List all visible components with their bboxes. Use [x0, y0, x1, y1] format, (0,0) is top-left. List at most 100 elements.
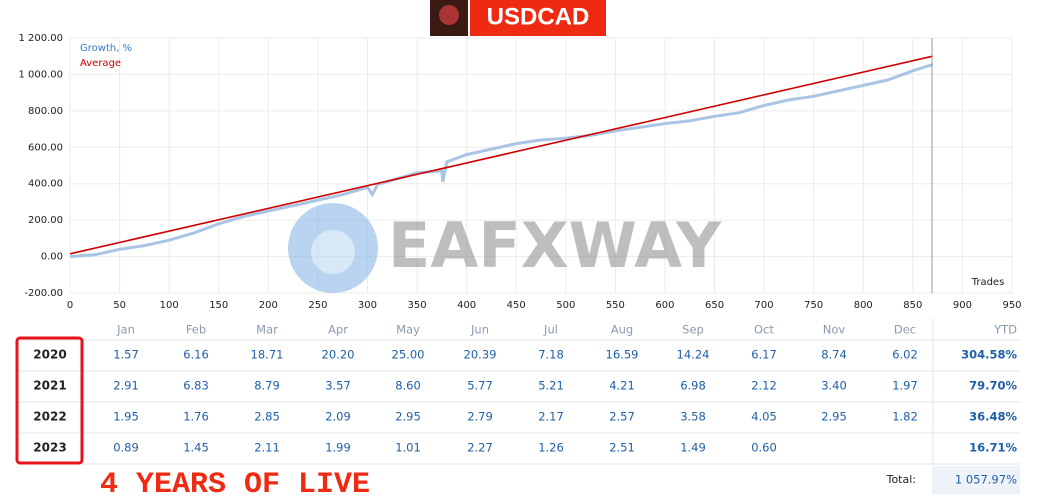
- month-cell: 4.05: [751, 410, 777, 424]
- x-tick-label: 950: [1002, 300, 1021, 311]
- month-cell: 2.51: [609, 441, 635, 455]
- month-cell: 1.49: [680, 441, 706, 455]
- x-tick-label: 900: [953, 300, 972, 311]
- x-tick-label: 500: [556, 300, 575, 311]
- month-cell: 3.57: [325, 379, 351, 393]
- x-tick-label: 850: [903, 300, 922, 311]
- month-cell: 16.59: [606, 348, 639, 362]
- x-tick-label: 750: [804, 300, 823, 311]
- month-header: Oct: [754, 323, 774, 337]
- month-cell: 6.02: [892, 348, 918, 362]
- month-cell: 2.09: [325, 410, 351, 424]
- y-tick-label: 600.00: [28, 142, 63, 153]
- month-header: Aug: [611, 323, 633, 337]
- month-cell: 1.76: [183, 410, 209, 424]
- month-cell: 6.98: [680, 379, 706, 393]
- total-cell: [933, 466, 1020, 494]
- x-tick-label: 300: [358, 300, 377, 311]
- x-tick-label: 150: [209, 300, 228, 311]
- ytd-cell: 79.70%: [969, 379, 1017, 393]
- x-axis-label: Trades: [971, 277, 1005, 288]
- month-cell: 1.82: [892, 410, 918, 424]
- month-cell: 8.74: [821, 348, 847, 362]
- watermark: EAFXWAY: [288, 203, 722, 293]
- month-header: Feb: [186, 323, 206, 337]
- month-cell: 6.83: [183, 379, 209, 393]
- ytd-cell: 36.48%: [969, 410, 1017, 424]
- month-cell: 1.01: [395, 441, 421, 455]
- month-cell: 2.91: [113, 379, 139, 393]
- month-header: Sep: [682, 323, 704, 337]
- month-cell: 2.17: [538, 410, 564, 424]
- month-cell: 14.24: [677, 348, 710, 362]
- month-cell: 3.40: [821, 379, 847, 393]
- watermark-text: EAFXWAY: [388, 209, 722, 282]
- month-cell: 1.26: [538, 441, 564, 455]
- month-cell: 8.60: [395, 379, 421, 393]
- month-cell: 7.18: [538, 348, 564, 362]
- month-header: Mar: [256, 323, 278, 337]
- month-cell: 1.57: [113, 348, 139, 362]
- month-cell: 3.58: [680, 410, 706, 424]
- month-cell: 2.57: [609, 410, 635, 424]
- x-tick-label: 600: [655, 300, 674, 311]
- month-header: Jun: [470, 323, 489, 337]
- ytd-cell: 304.58%: [961, 348, 1017, 362]
- x-tick-label: 100: [160, 300, 179, 311]
- y-tick-label: 0.00: [41, 252, 63, 263]
- ytd-header: YTD: [993, 323, 1017, 337]
- month-header: Dec: [894, 323, 916, 337]
- year-cell: 2022: [33, 410, 66, 424]
- month-cell: 2.85: [254, 410, 280, 424]
- x-tick-label: 0: [67, 300, 73, 311]
- month-cell: 5.21: [538, 379, 564, 393]
- legend-entry: Average: [80, 58, 121, 69]
- x-tick-label: 200: [259, 300, 278, 311]
- year-cell: 2021: [33, 379, 66, 393]
- month-header: May: [396, 323, 420, 337]
- month-cell: 0.89: [113, 441, 139, 455]
- banner: [470, 0, 606, 36]
- y-tick-label: 800.00: [28, 106, 63, 117]
- month-cell: 2.79: [467, 410, 493, 424]
- legend-entry: Growth, %: [80, 43, 132, 54]
- y-tick-label: 1 200.00: [18, 33, 63, 44]
- month-cell: 1.95: [113, 410, 139, 424]
- x-tick-label: 400: [457, 300, 476, 311]
- month-cell: 2.12: [751, 379, 777, 393]
- y-tick-label: 1 000.00: [18, 69, 63, 80]
- logo-face: [439, 5, 459, 25]
- ytd-cell: 16.71%: [969, 441, 1017, 455]
- month-cell: 2.95: [821, 410, 847, 424]
- month-cell: 2.95: [395, 410, 421, 424]
- month-cell: 1.97: [892, 379, 918, 393]
- x-tick-label: 650: [705, 300, 724, 311]
- x-tick-label: 450: [507, 300, 526, 311]
- month-cell: 18.71: [251, 348, 284, 362]
- series-line: [69, 62, 934, 259]
- month-cell: 8.79: [254, 379, 280, 393]
- month-header: Jul: [543, 323, 558, 337]
- total-value: 1 057.97%: [955, 473, 1017, 487]
- year-highlight: [15, 336, 84, 465]
- month-cell: 1.45: [183, 441, 209, 455]
- month-cell: 1.99: [325, 441, 351, 455]
- month-cell: 6.16: [183, 348, 209, 362]
- year-cell: 2020: [33, 348, 66, 362]
- x-tick-label: 50: [113, 300, 126, 311]
- year-cell: 2023: [33, 441, 66, 455]
- month-cell: 6.17: [751, 348, 777, 362]
- y-tick-label: 400.00: [28, 179, 63, 190]
- x-tick-label: 550: [606, 300, 625, 311]
- banner-title: USDCAD: [487, 3, 590, 30]
- x-tick-label: 700: [755, 300, 774, 311]
- month-header: Apr: [328, 323, 348, 337]
- watermark-icon-face: [311, 230, 355, 274]
- month-cell: 20.39: [464, 348, 497, 362]
- x-tick-label: 350: [408, 300, 427, 311]
- footer-caption: 4 YEARS OF LIVE: [100, 468, 370, 498]
- y-tick-label: 200.00: [28, 215, 63, 226]
- y-tick-label: -200.00: [24, 288, 63, 299]
- x-tick-label: 800: [854, 300, 873, 311]
